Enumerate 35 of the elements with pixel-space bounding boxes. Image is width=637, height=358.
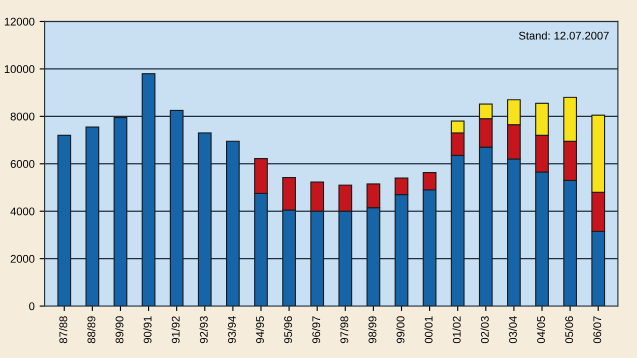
y-tick-label: 0 xyxy=(29,302,34,310)
x-tick-label: 93/94 xyxy=(228,316,236,344)
y-tick-label: 8000 xyxy=(10,112,34,120)
x-tick-label: 92/93 xyxy=(200,316,208,344)
x-tick-label: 87/88 xyxy=(59,316,68,344)
x-tick-label: 02/03 xyxy=(480,316,489,344)
bar xyxy=(170,110,184,306)
x-tick-label: 06/07 xyxy=(593,316,602,344)
x-tick-label: 00/01 xyxy=(424,316,433,344)
bar xyxy=(114,116,128,306)
bar xyxy=(226,140,240,306)
y-tick-label: 10000 xyxy=(4,65,34,74)
x-tick-label: 04/05 xyxy=(536,316,545,344)
bar xyxy=(85,126,100,306)
bar xyxy=(198,132,212,306)
x-tick-label: 01/02 xyxy=(452,316,461,344)
x-tick-label: 88/89 xyxy=(87,316,96,344)
x-tick-label: 91/92 xyxy=(171,316,180,344)
y-tick-label: 2000 xyxy=(10,254,34,263)
y-tick-label: 12000 xyxy=(4,18,34,26)
annotation: Stand: 12.07.2007 xyxy=(518,31,609,40)
bar xyxy=(57,134,72,306)
x-tick-label: 96/97 xyxy=(312,316,320,344)
x-tick-label: 94/95 xyxy=(256,316,264,344)
x-tick-label: 89/90 xyxy=(115,316,124,344)
x-tick-label: 98/99 xyxy=(368,316,376,344)
x-tick-label: 03/04 xyxy=(508,316,517,344)
y-tick-label: 6000 xyxy=(10,160,34,168)
x-tick-label: 05/06 xyxy=(564,316,574,344)
bar xyxy=(142,73,156,306)
x-tick-label: 97/98 xyxy=(340,316,348,344)
x-tick-label: 90/91 xyxy=(143,316,152,344)
x-tick-label: 95/96 xyxy=(284,316,292,344)
y-tick-label: 4000 xyxy=(10,207,34,216)
x-tick-label: 99/00 xyxy=(396,316,404,344)
